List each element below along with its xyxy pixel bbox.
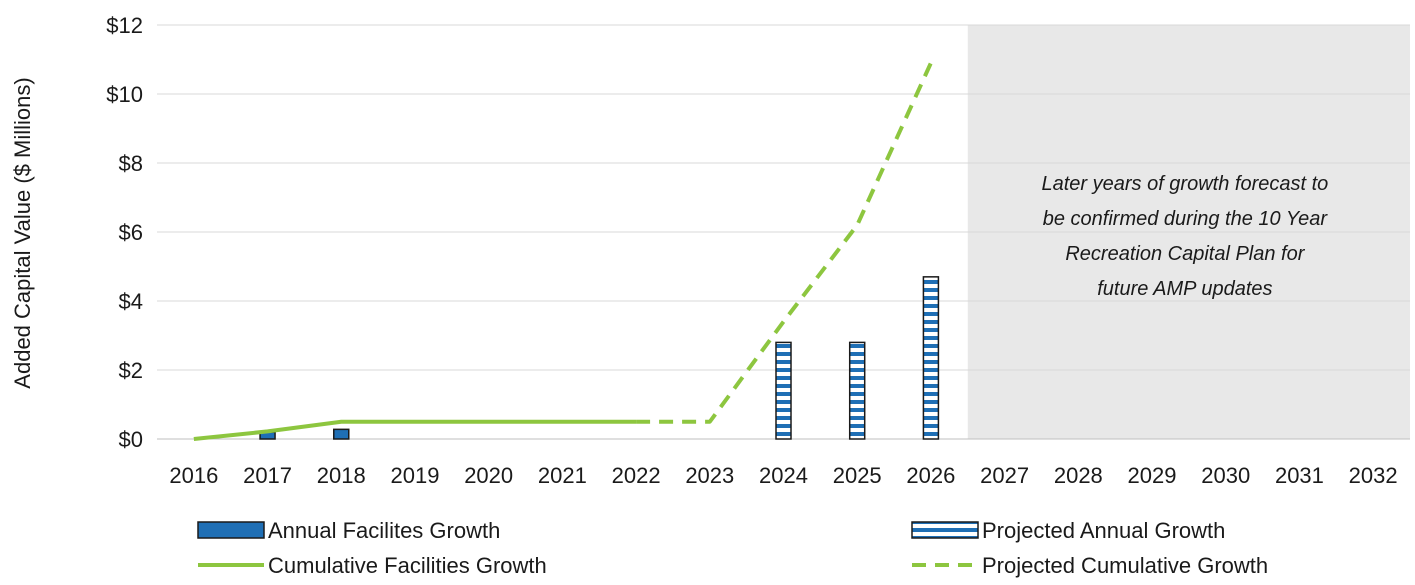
y-tick-label: $4 xyxy=(119,289,143,314)
x-tick-label: 2025 xyxy=(833,463,882,488)
y-tick-label: $12 xyxy=(106,13,143,38)
x-tick-label: 2031 xyxy=(1275,463,1324,488)
annotation-line: future AMP updates xyxy=(1097,278,1272,300)
cumulative-line xyxy=(193,419,637,441)
legend-label: Cumulative Facilities Growth xyxy=(268,553,547,578)
x-tick-label: 2024 xyxy=(759,463,808,488)
legend-swatch-annual xyxy=(197,521,265,539)
y-tick-label: $8 xyxy=(119,151,143,176)
projected-annual-bar xyxy=(775,341,792,440)
x-tick-label: 2032 xyxy=(1349,463,1398,488)
forecast-annotation: Later years of growth forecast to be conf… xyxy=(1041,173,1328,300)
projected-annual-bar xyxy=(922,276,940,440)
projected-annual-bar xyxy=(848,341,866,440)
y-axis-label: Added Capital Value ($ Millions) xyxy=(10,77,35,388)
x-tick-label: 2021 xyxy=(538,463,587,488)
y-tick-labels: $0 $2 $4 $6 $8 $10 $12 xyxy=(106,13,143,452)
x-tick-label: 2030 xyxy=(1201,463,1250,488)
projected-cumulative-line xyxy=(636,62,933,424)
x-tick-label: 2028 xyxy=(1054,463,1103,488)
x-tick-label: 2022 xyxy=(612,463,661,488)
legend-label: Projected Annual Growth xyxy=(982,518,1225,543)
bars xyxy=(259,276,940,440)
legend-swatch-projected-annual xyxy=(911,521,979,539)
y-tick-label: $6 xyxy=(119,220,143,245)
y-tick-label: $2 xyxy=(119,358,143,383)
x-tick-label: 2018 xyxy=(317,463,366,488)
x-tick-label: 2029 xyxy=(1128,463,1177,488)
legend-label: Annual Facilites Growth xyxy=(268,518,500,543)
x-tick-label: 2026 xyxy=(906,463,955,488)
y-tick-label: $10 xyxy=(106,82,143,107)
x-tick-label: 2019 xyxy=(390,463,439,488)
x-tick-label: 2027 xyxy=(980,463,1029,488)
x-tick-label: 2020 xyxy=(464,463,513,488)
x-tick-label: 2017 xyxy=(243,463,292,488)
lines xyxy=(193,62,933,441)
x-tick-label: 2016 xyxy=(169,463,218,488)
legend: Annual Facilites Growth Projected Annual … xyxy=(197,518,1268,578)
annotation-line: be confirmed during the 10 Year xyxy=(1043,208,1329,230)
x-tick-labels: 2016 2017 2018 2019 2020 2021 2022 2023 2024 2025… xyxy=(169,463,1397,488)
annotation-line: Recreation Capital Plan for xyxy=(1065,243,1305,265)
legend-label: Projected Cumulative Growth xyxy=(982,553,1268,578)
y-tick-label: $0 xyxy=(119,427,143,452)
annual-bar xyxy=(333,428,350,440)
x-tick-label: 2023 xyxy=(685,463,734,488)
annotation-line: Later years of growth forecast to xyxy=(1041,173,1328,195)
